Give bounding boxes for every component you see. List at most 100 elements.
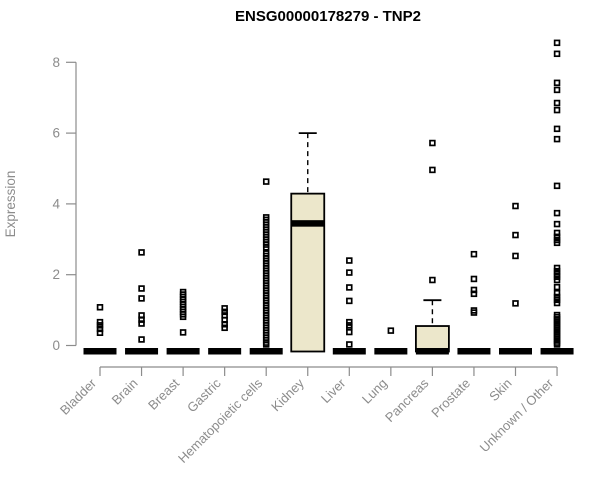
data-point bbox=[221, 321, 228, 328]
data-point bbox=[138, 295, 145, 302]
data-point bbox=[553, 99, 561, 107]
x-tick-label: Bladder bbox=[57, 375, 100, 418]
median-bar bbox=[291, 220, 325, 227]
zero-median-bar bbox=[374, 348, 408, 355]
box-body bbox=[414, 325, 450, 353]
y-tick-label: 4 bbox=[52, 196, 60, 211]
data-point bbox=[262, 341, 270, 348]
x-tick-label: Brain bbox=[109, 376, 141, 408]
data-point bbox=[96, 325, 104, 333]
data-point bbox=[138, 336, 145, 343]
x-tick-label: Skin bbox=[486, 376, 514, 404]
y-axis-label: Expression bbox=[3, 171, 18, 238]
data-point bbox=[346, 328, 353, 336]
data-point bbox=[346, 284, 353, 291]
zero-median-bar bbox=[332, 348, 366, 355]
data-point bbox=[221, 305, 228, 312]
data-point bbox=[346, 269, 353, 276]
data-point bbox=[179, 313, 187, 321]
chart-title: ENSG00000178279 - TNP2 bbox=[235, 8, 421, 25]
data-point bbox=[138, 249, 145, 256]
data-point bbox=[96, 329, 104, 337]
x-tick-label: Breast bbox=[145, 375, 182, 412]
data-point bbox=[553, 299, 561, 307]
zero-median-bar bbox=[540, 348, 574, 355]
y-tick-label: 0 bbox=[52, 338, 60, 353]
data-point bbox=[470, 275, 478, 283]
data-point bbox=[470, 309, 478, 316]
data-point bbox=[553, 125, 561, 133]
data-point bbox=[470, 250, 478, 258]
series-group bbox=[83, 39, 574, 355]
x-tick-label: Pancreas bbox=[382, 375, 432, 425]
data-point bbox=[262, 244, 270, 251]
data-point bbox=[179, 329, 187, 336]
data-point bbox=[553, 276, 561, 284]
category-hematopoietic-cells bbox=[249, 178, 283, 355]
data-point bbox=[553, 86, 561, 94]
zero-median-bar bbox=[249, 348, 283, 355]
data-point bbox=[553, 50, 561, 58]
category-lung bbox=[374, 327, 408, 355]
data-point bbox=[553, 341, 561, 348]
data-point bbox=[96, 322, 104, 329]
data-point bbox=[553, 182, 561, 190]
data-point bbox=[553, 239, 561, 247]
data-point bbox=[553, 283, 561, 291]
x-tick-label: Lung bbox=[359, 376, 390, 407]
category-breast bbox=[166, 288, 200, 355]
category-kidney bbox=[290, 132, 326, 353]
data-point bbox=[553, 220, 561, 228]
category-pancreas bbox=[414, 139, 450, 355]
category-unknown-other bbox=[540, 39, 574, 355]
zero-median-bar bbox=[166, 348, 200, 355]
data-point bbox=[512, 231, 519, 239]
x-tick-label: Kidney bbox=[268, 375, 307, 414]
x-tick-label: Liver bbox=[318, 375, 349, 406]
data-point bbox=[221, 324, 228, 332]
data-point bbox=[553, 79, 561, 87]
data-point bbox=[553, 39, 561, 47]
data-point bbox=[470, 286, 478, 294]
data-point bbox=[96, 304, 104, 311]
data-point bbox=[221, 308, 228, 316]
zero-median-bar bbox=[457, 348, 491, 355]
data-point bbox=[553, 209, 561, 217]
zero-median-bar bbox=[208, 348, 242, 355]
data-point bbox=[346, 341, 353, 348]
zero-median-bar bbox=[499, 348, 532, 355]
data-point bbox=[553, 106, 561, 114]
category-brain bbox=[125, 249, 159, 355]
data-point bbox=[346, 297, 353, 305]
category-prostate bbox=[457, 250, 491, 355]
category-bladder bbox=[83, 304, 117, 355]
category-gastric bbox=[208, 305, 242, 355]
data-point bbox=[553, 135, 561, 143]
zero-median-bar bbox=[125, 348, 159, 355]
data-point bbox=[512, 202, 519, 210]
data-point bbox=[387, 327, 395, 334]
data-point bbox=[512, 252, 519, 260]
y-tick-label: 8 bbox=[52, 55, 60, 70]
category-liver bbox=[332, 257, 366, 355]
data-point bbox=[138, 316, 145, 323]
data-point bbox=[138, 320, 145, 327]
data-point bbox=[429, 139, 436, 147]
data-point bbox=[553, 289, 561, 297]
data-point bbox=[512, 300, 519, 307]
x-tick-label: Unknown / Other bbox=[477, 375, 557, 455]
y-tick-label: 2 bbox=[52, 267, 60, 282]
x-tick-label: Prostate bbox=[428, 376, 473, 421]
data-point bbox=[138, 285, 145, 292]
data-point bbox=[429, 166, 436, 174]
data-point bbox=[553, 229, 561, 237]
data-point bbox=[346, 257, 353, 264]
data-point bbox=[429, 276, 436, 284]
y-tick-label: 6 bbox=[52, 126, 60, 141]
zero-median-bar bbox=[83, 348, 117, 355]
data-point bbox=[470, 290, 478, 298]
box-body bbox=[290, 192, 326, 353]
x-tick-label: Gastric bbox=[184, 375, 224, 415]
